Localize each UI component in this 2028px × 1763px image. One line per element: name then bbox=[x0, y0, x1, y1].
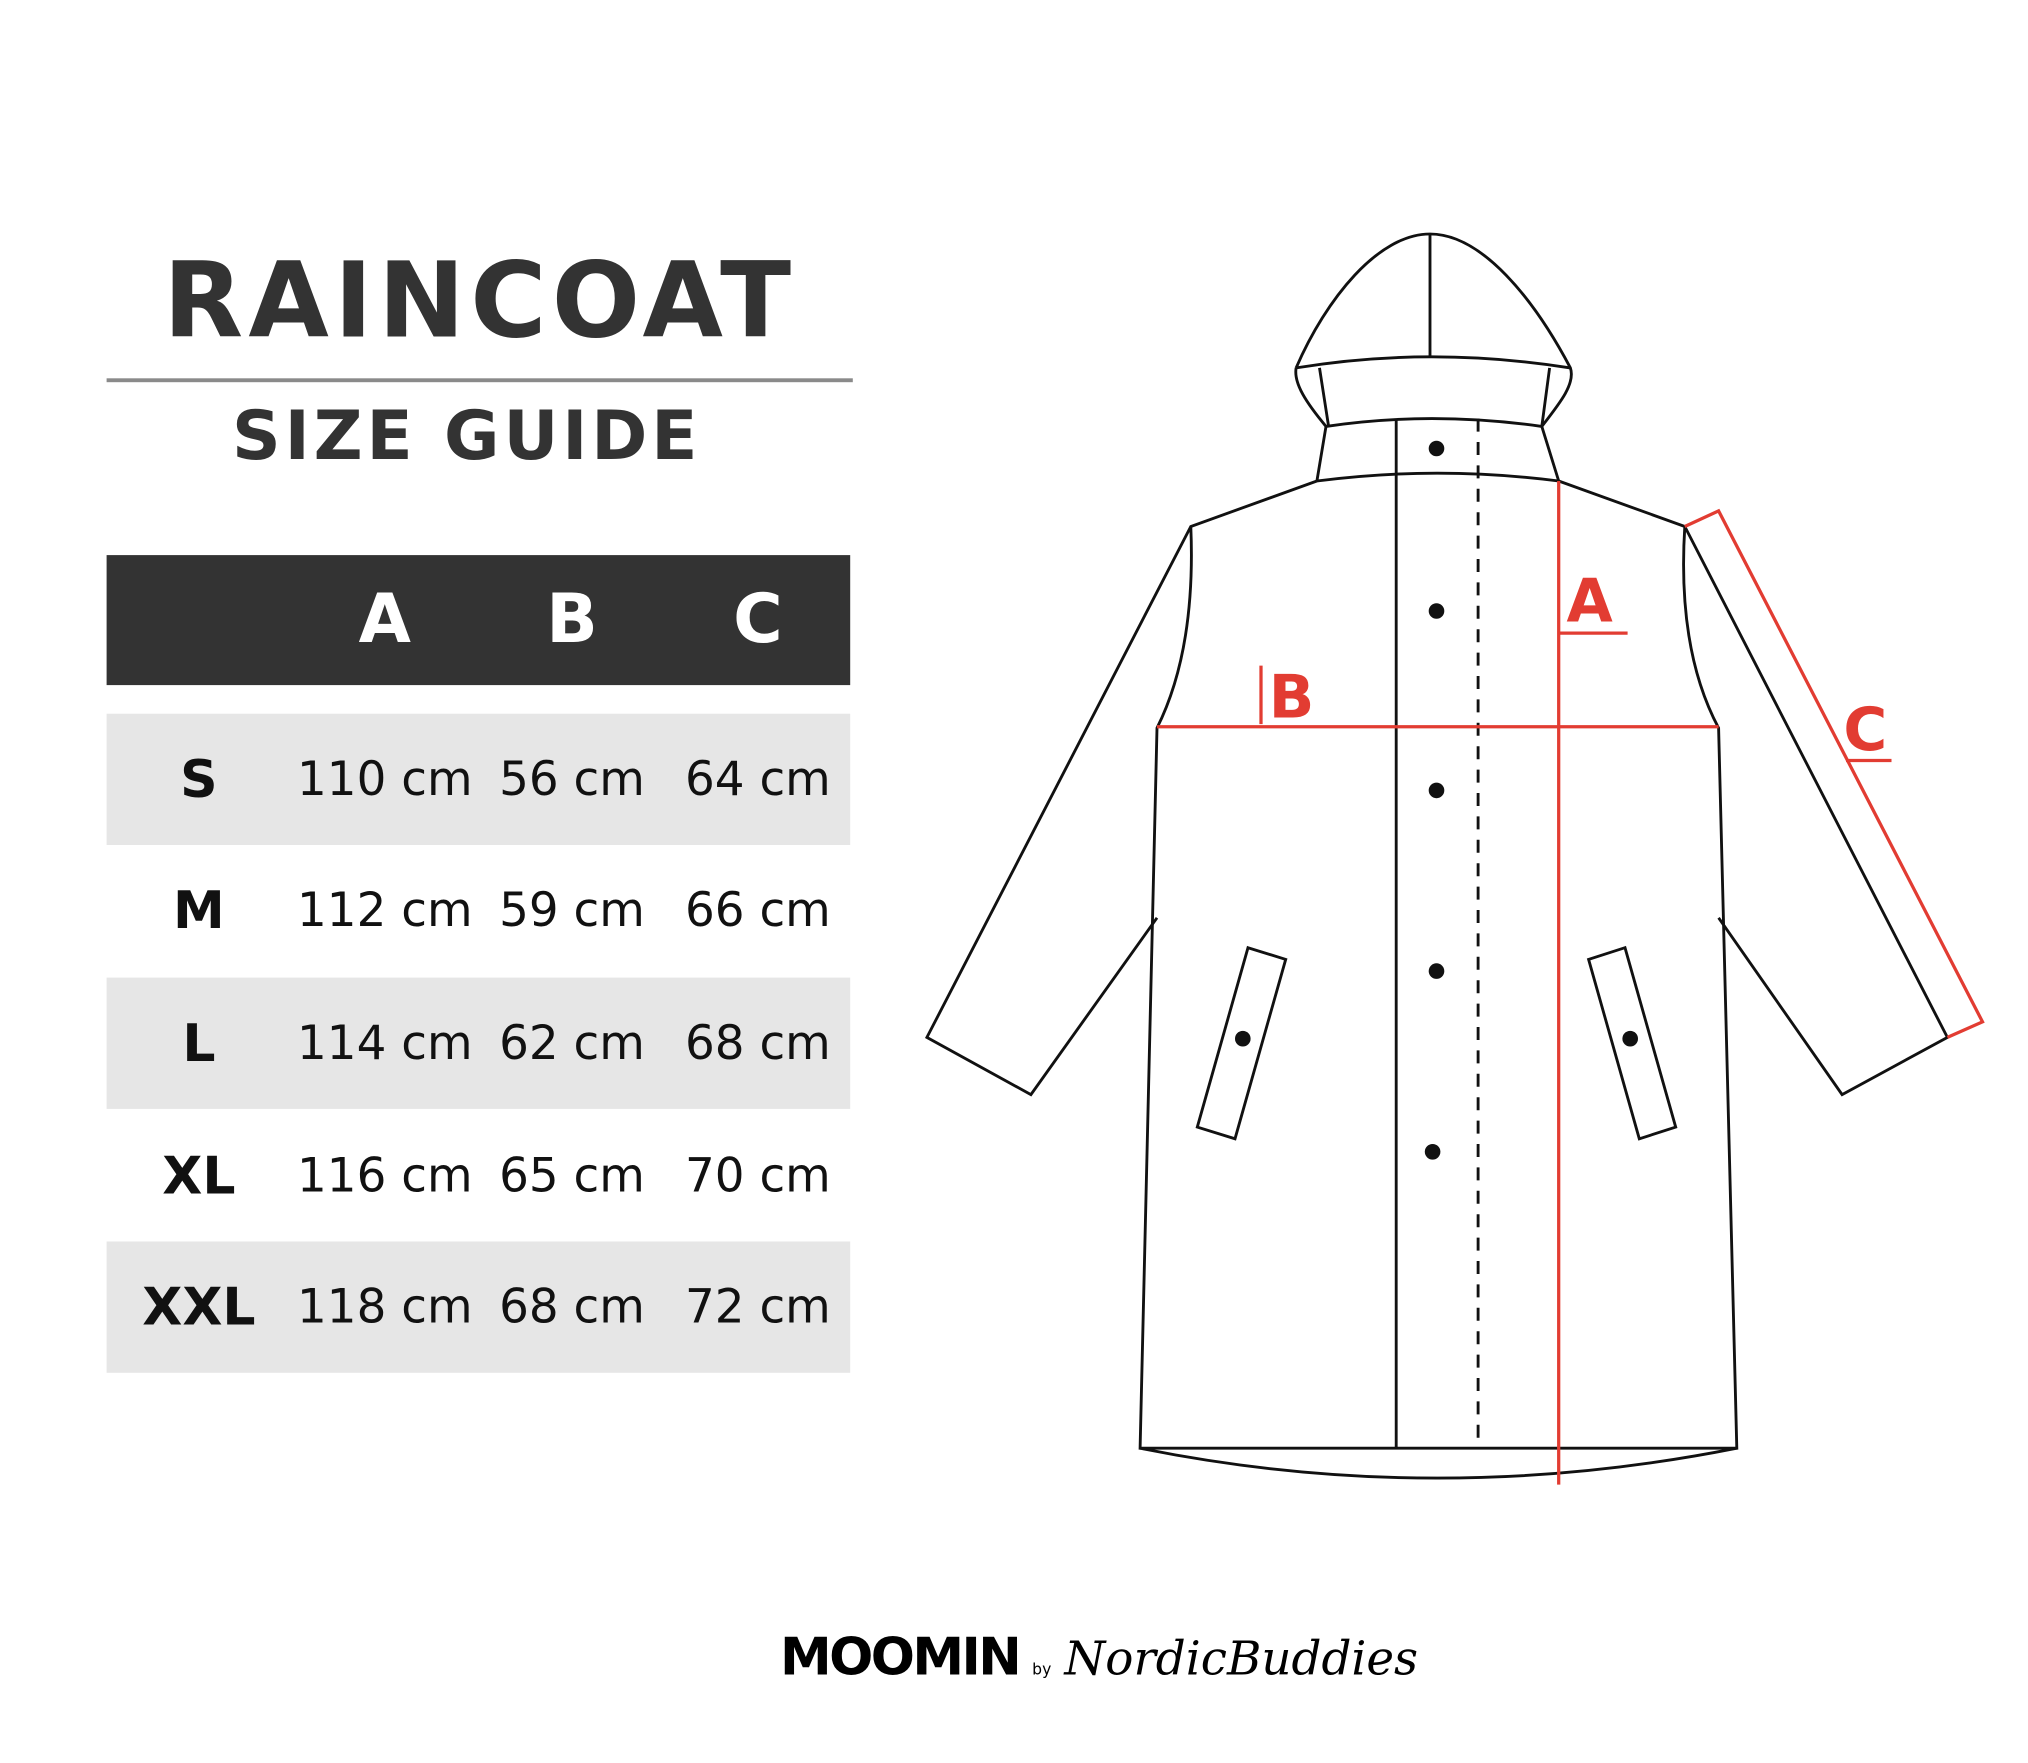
c-cell: 68 cm bbox=[685, 1016, 831, 1070]
size-cell: S bbox=[180, 749, 218, 810]
title-divider bbox=[106, 378, 853, 383]
table-row: XL 116 cm 65 cm 70 cm bbox=[107, 1110, 851, 1241]
size-cell: L bbox=[182, 1013, 216, 1074]
a-cell: 118 cm bbox=[297, 1280, 473, 1334]
label-c: C bbox=[1843, 695, 1887, 765]
logo-moomin: MOOMIN bbox=[780, 1627, 1022, 1688]
b-cell: 65 cm bbox=[499, 1149, 645, 1203]
c-cell: 66 cm bbox=[685, 883, 831, 938]
a-cell: 114 cm bbox=[297, 1016, 473, 1070]
b-cell: 56 cm bbox=[499, 752, 645, 806]
header-b: B bbox=[546, 581, 598, 660]
page-subtitle: SIZE GUIDE bbox=[231, 397, 702, 476]
coat-outline bbox=[924, 232, 1950, 1480]
a-cell: 110 cm bbox=[297, 752, 473, 806]
label-a: A bbox=[1567, 566, 1613, 636]
a-cell: 112 cm bbox=[297, 883, 473, 938]
b-cell: 59 cm bbox=[499, 883, 645, 938]
size-cell: XL bbox=[162, 1145, 236, 1206]
size-cell: M bbox=[173, 880, 225, 941]
buttons bbox=[1235, 440, 1638, 1160]
logo-by: by bbox=[1032, 1660, 1052, 1679]
size-cell: XXL bbox=[142, 1277, 256, 1338]
table-row: L 114 cm 62 cm 68 cm bbox=[106, 977, 851, 1109]
label-b: B bbox=[1269, 663, 1315, 733]
c-cell: 72 cm bbox=[685, 1280, 831, 1334]
table-row: M 112 cm 59 cm 66 cm bbox=[107, 845, 851, 976]
table-header: A B C bbox=[106, 555, 851, 686]
measure-c-line bbox=[1684, 508, 1985, 1039]
measure-a-line bbox=[1557, 480, 1628, 1485]
header-c: C bbox=[733, 581, 783, 660]
table-row: XXL 118 cm 68 cm 72 cm bbox=[106, 1241, 851, 1373]
a-cell: 116 cm bbox=[297, 1149, 473, 1203]
table-row: S 110 cm 56 cm 64 cm bbox=[106, 713, 851, 845]
b-cell: 62 cm bbox=[499, 1016, 645, 1070]
logo-nordicbuddies: NordicBuddies bbox=[1064, 1632, 1419, 1687]
c-cell: 64 cm bbox=[685, 752, 831, 806]
header-a: A bbox=[358, 581, 411, 660]
b-cell: 68 cm bbox=[499, 1280, 645, 1334]
c-cell: 70 cm bbox=[685, 1149, 831, 1203]
measure-b-line bbox=[1156, 665, 1719, 729]
brand-logo: MOOMIN by NordicBuddies bbox=[780, 1628, 1418, 1688]
measure-lines bbox=[1156, 480, 1985, 1485]
page-title: RAINCOAT bbox=[163, 240, 797, 362]
